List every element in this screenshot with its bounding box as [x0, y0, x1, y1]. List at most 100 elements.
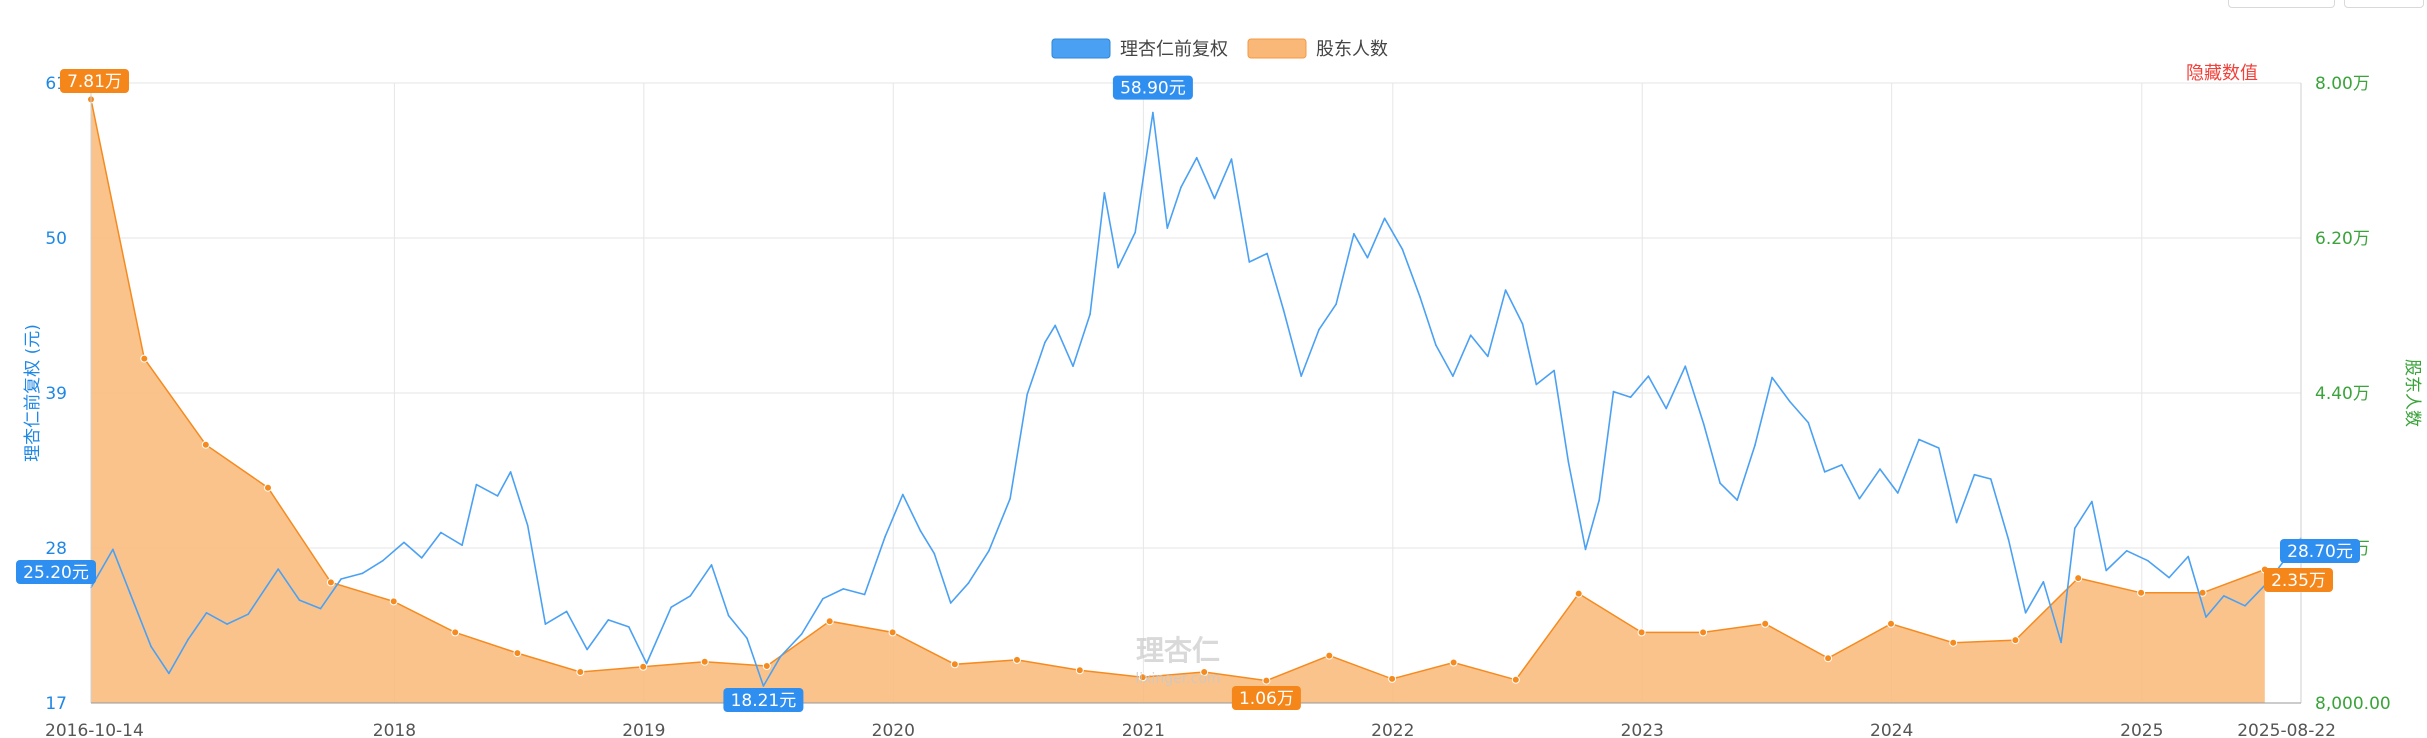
price-point [1897, 492, 1899, 494]
price-point [2125, 550, 2128, 552]
price-point [150, 645, 152, 648]
price-point [884, 535, 886, 538]
price-point [382, 559, 384, 562]
shareholder-point [1637, 628, 1646, 637]
value-badge: 7.81万 [60, 69, 129, 93]
price-point [1054, 324, 1056, 327]
price-point [670, 606, 672, 608]
price-point [1044, 341, 1046, 344]
price-point [205, 612, 208, 614]
price-point [544, 623, 547, 625]
value-badge-label: 7.81万 [67, 72, 122, 92]
x-axis-tick: 2023 [1621, 721, 1664, 738]
right-axis-tick: 8,000.00 [2315, 694, 2391, 714]
value-badge-box [2264, 568, 2333, 592]
price-point [1535, 383, 1538, 386]
value-badge: 18.21元 [723, 688, 804, 712]
shareholder-point [1574, 589, 1583, 598]
price-point [1973, 473, 1976, 476]
shareholder-point [950, 660, 959, 669]
price-point [340, 578, 342, 580]
value-badge-label: 2.35万 [2271, 571, 2326, 591]
price-point [461, 544, 463, 546]
watermark-logo: 理杏仁 [1136, 634, 1220, 667]
right-axis-title: 股东人数 [2402, 359, 2422, 427]
price-point [1469, 334, 1472, 337]
price-point [933, 552, 936, 555]
shareholder-point [201, 440, 210, 449]
value-badge-box [1231, 686, 1301, 710]
price-point [1401, 248, 1404, 251]
price-point [1938, 447, 1940, 449]
right-axis-tick: 6.20万 [2315, 229, 2370, 249]
price-point [1955, 521, 1958, 524]
value-badge-box [2280, 539, 2360, 563]
watermark-url: lixinger.com [1135, 671, 1220, 687]
price-point [2147, 559, 2149, 562]
price-point [902, 493, 904, 496]
left-axis-title: 理杏仁前复权 (元) [23, 324, 43, 462]
shareholder-area-fill [91, 99, 2265, 703]
shareholder-point [2137, 588, 2146, 597]
watermark: 理杏仁 lixinger.com [1135, 634, 1220, 687]
price-point [1719, 482, 1721, 485]
value-badge: 25.20元 [16, 560, 96, 584]
legend[interactable]: 理杏仁前复权 股东人数 [1051, 38, 1388, 60]
price-point [2205, 616, 2207, 618]
x-axis-tick: 2021 [1122, 721, 1165, 738]
price-point [1684, 365, 1687, 368]
shareholder-point [700, 657, 709, 666]
price-point [1879, 468, 1881, 470]
price-point [727, 614, 730, 617]
price-point [1702, 423, 1705, 425]
price-point [800, 633, 803, 635]
price-point [1009, 497, 1011, 500]
price-point [1841, 464, 1843, 466]
right-axis-tick: 8.00万 [2315, 74, 2370, 94]
price-point [1487, 355, 1489, 358]
price-point [779, 655, 782, 658]
price-point [319, 607, 322, 610]
shareholder-area [87, 95, 2269, 703]
value-badge-box [60, 69, 129, 93]
price-point [509, 471, 512, 473]
price-point [710, 564, 713, 566]
price-point [2244, 605, 2246, 607]
legend-swatch [1247, 38, 1307, 59]
toolbar-button-2[interactable] [2344, 0, 2424, 8]
shareholder-point [1388, 674, 1397, 683]
price-point [1134, 231, 1136, 234]
value-badge-label: 1.06万 [1239, 689, 1294, 709]
shareholder-line [90, 99, 2266, 682]
value-badge: 1.06万 [1231, 686, 1301, 710]
value-badge-label: 58.90元 [1120, 79, 1186, 99]
x-axis-tick: 2022 [1371, 721, 1414, 738]
value-badge-box [16, 560, 96, 584]
price-point [1026, 393, 1028, 396]
price-point [526, 524, 529, 527]
price-point [1266, 252, 1268, 255]
left-axis-tick: 17 [45, 694, 67, 714]
price-point [1807, 421, 1810, 424]
hide-values-toggle[interactable]: 隐藏数值 [2186, 63, 2258, 84]
price-point [746, 637, 748, 639]
price-point [949, 602, 952, 604]
price-point [1647, 375, 1650, 377]
toolbar-button-1[interactable] [2228, 0, 2335, 8]
price-point [1248, 261, 1251, 263]
price-point [2024, 612, 2027, 614]
shareholder-point [1887, 619, 1895, 628]
shareholder-point [2011, 636, 2020, 645]
price-point [2168, 576, 2170, 579]
value-badge: 2.35万 [2264, 568, 2333, 592]
price-point [168, 672, 170, 675]
shareholder-point [1949, 638, 1958, 647]
price-point [475, 483, 478, 486]
price-point [1353, 233, 1355, 235]
shareholder-point [1262, 676, 1271, 685]
x-axis-tick: 2019 [622, 721, 665, 738]
x-axis-tick: 2025 [2120, 721, 2163, 738]
price-point [2105, 569, 2107, 572]
price-point [1612, 390, 1615, 393]
price-point [2042, 581, 2045, 583]
